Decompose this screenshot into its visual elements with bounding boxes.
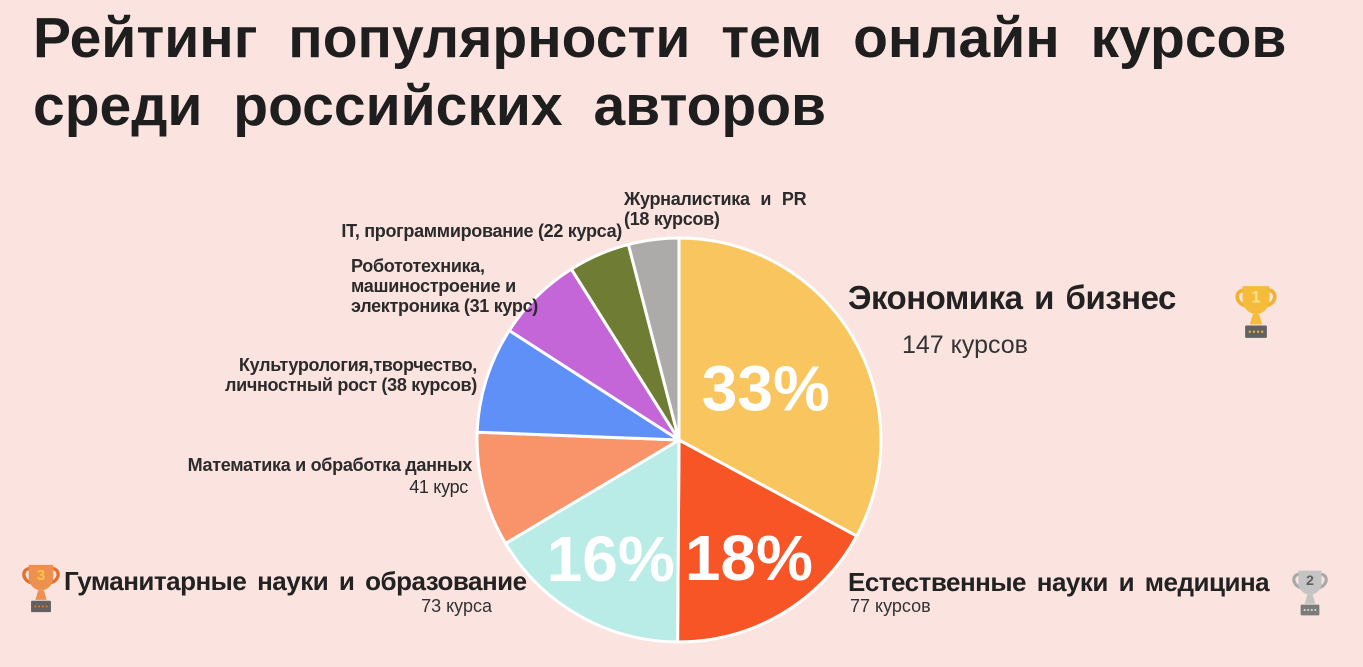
- slice-label-robotics-line1: Робототехника,: [351, 256, 485, 276]
- slice-label-robotics-line3: электроника (31 курс): [351, 296, 538, 316]
- slice-label-journalism-line2: (18 курсов): [624, 209, 720, 229]
- callout-humanities-title: Гуманитарные науки и образование: [64, 566, 527, 596]
- trophy-rank3-number: 3: [37, 567, 45, 584]
- page-title-line2: среди российских авторов: [33, 74, 827, 138]
- pie-slice-natural-sciences: [676, 438, 859, 644]
- slice-label-culture-line2: личностный рост (38 курсов): [224, 375, 477, 395]
- trophy-rank2-number: 2: [1306, 573, 1314, 589]
- slice-label-it: IT, программирование (22 курса): [310, 221, 622, 241]
- slice-label-culture: Культурология,творчество, личностный рос…: [170, 355, 477, 395]
- pie-pct-label-economics: 33%: [702, 352, 830, 424]
- page-title-line1: Рейтинг популярности тем онлайн курсов: [33, 6, 1287, 70]
- slice-label-robotics: Робототехника, машиностроение и электрон…: [351, 256, 538, 316]
- slice-label-math-line2: 41 курс: [409, 477, 468, 497]
- pie-slice-humanities: [504, 438, 681, 644]
- pie-slice-journalism: [626, 236, 681, 442]
- callout-natural-title: Естественные науки и медицина: [848, 567, 1270, 597]
- callout-economics-title: Экономика и бизнес: [848, 279, 1176, 316]
- slice-label-robotics-line2: машиностроение и: [351, 276, 516, 296]
- slice-label-journalism: Журналистика и PR (18 курсов): [624, 189, 807, 229]
- pie-pct-label-humanities: 16%: [547, 523, 675, 595]
- trophy-rank1-icon: 1: [1235, 286, 1277, 338]
- trophy-rank3-icon: 3: [22, 564, 60, 613]
- slice-label-it-line1: IT, программирование (22 курса): [341, 221, 622, 241]
- slice-label-math-line1: Математика и обработка данных: [187, 455, 473, 475]
- pie-slice-economics: [677, 236, 883, 538]
- pie-pct-label-natural-sciences: 18%: [685, 522, 813, 594]
- callout-natural-count: 77 курсов: [850, 596, 931, 616]
- callout-humanities-count: 73 курса: [421, 596, 492, 616]
- page-title: Рейтинг популярности тем онлайн курсов с…: [33, 4, 1286, 140]
- pie-slice-culture: [475, 329, 681, 442]
- callout-economics-count: 147 курсов: [902, 331, 1028, 359]
- pie-slice-math-data: [475, 430, 681, 545]
- slice-label-culture-line1: Культурология,творчество,: [238, 355, 477, 375]
- trophy-rank1-number: 1: [1251, 288, 1260, 307]
- trophy-rank2-icon: 2: [1292, 570, 1328, 616]
- slice-label-journalism-line1: Журналистика и PR: [624, 189, 807, 209]
- slice-label-math: Математика и обработка данных 41 курс: [150, 455, 473, 497]
